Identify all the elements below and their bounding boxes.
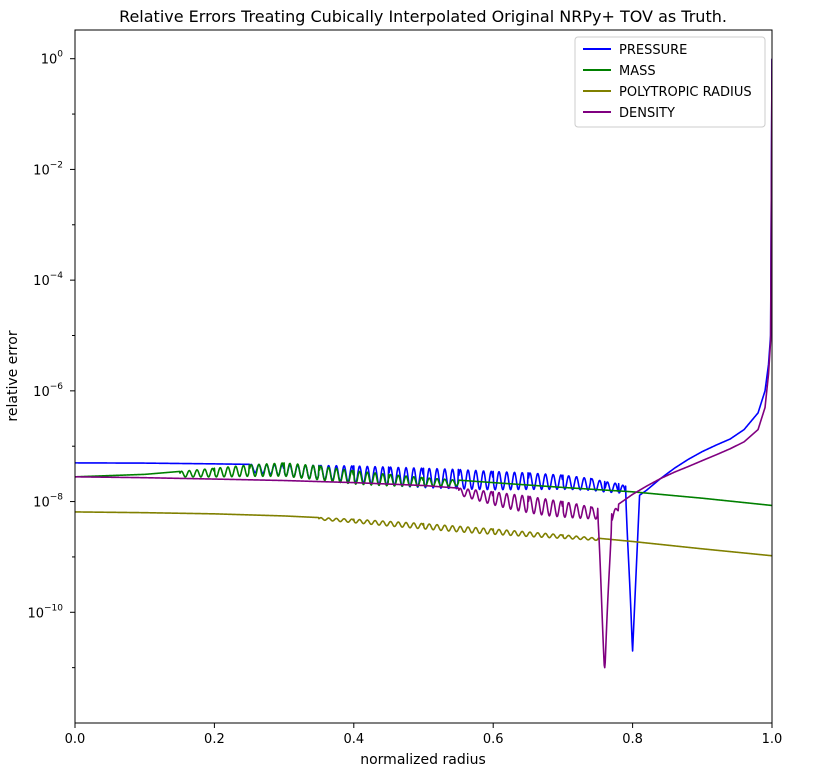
series-line <box>75 58 772 669</box>
y-tick-label: 10−6 <box>33 382 63 400</box>
series-line <box>75 511 772 557</box>
y-tick-label: 100 <box>41 50 64 68</box>
x-tick-label: 0.4 <box>343 732 364 747</box>
series-line <box>75 58 772 652</box>
y-tick-label: 10−2 <box>33 160 63 178</box>
chart-title: Relative Errors Treating Cubically Inter… <box>119 7 727 26</box>
legend-label: DENSITY <box>619 106 675 121</box>
x-tick-label: 0.6 <box>483 732 504 747</box>
y-axis-label: relative error <box>5 330 21 421</box>
x-axis: 0.0 0.2 0.4 0.6 0.8 1.0 <box>65 723 783 747</box>
x-tick-label: 0.8 <box>622 732 643 747</box>
y-tick-label: 10−4 <box>33 271 63 289</box>
legend-label: POLYTROPIC RADIUS <box>619 85 752 100</box>
x-tick-label: 0.2 <box>204 732 225 747</box>
legend-label: MASS <box>619 64 656 79</box>
x-tick-label: 0.0 <box>65 732 86 747</box>
legend-label: PRESSURE <box>619 43 687 58</box>
y-axis: 100 10−2 10−4 10−6 10−8 10−10 <box>27 50 75 669</box>
legend: PRESSURE MASS POLYTROPIC RADIUS DENSITY <box>574 36 766 128</box>
y-tick-label: 10−10 <box>27 603 63 621</box>
x-tick-label: 1.0 <box>762 732 783 747</box>
plot-frame <box>74 29 773 724</box>
y-tick-label: 10−8 <box>33 493 63 511</box>
x-axis-label: normalized radius <box>360 752 486 768</box>
plot-lines <box>75 58 772 669</box>
series-line <box>75 462 772 507</box>
legend-frame <box>574 36 766 128</box>
